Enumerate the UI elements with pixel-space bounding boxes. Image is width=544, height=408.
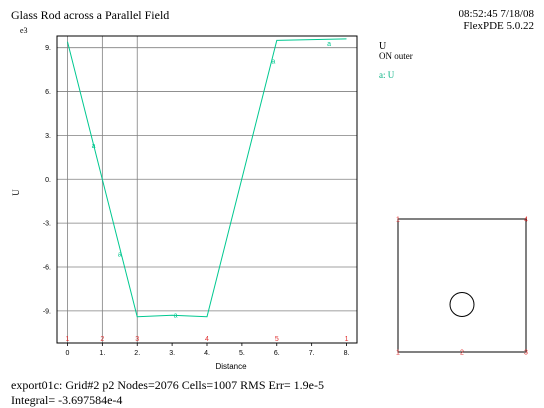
software-version: FlexPDE 5.0.22 [463, 20, 534, 32]
chart-title: Glass Rod across a Parallel Field [11, 8, 170, 22]
timestamp: 08:52:45 7/18/08 [458, 8, 534, 20]
series-marker: a [92, 143, 96, 150]
axes-layer: 9. 6. 3. 0. -3. -6. -9. 0 1. 2. 3. 4. 5. 6. 7. 8. [43, 35, 358, 357]
y-tick-label: -3. [43, 221, 51, 228]
series-marker: a [271, 58, 275, 65]
x-tick-label: 4. [204, 350, 210, 357]
series-marker: a [327, 41, 331, 48]
boundary-marker: 1 [396, 217, 400, 224]
x-axis-label: Distance [215, 362, 247, 371]
boundary-marker: 1 [396, 350, 400, 357]
y-tick-label: -6. [43, 264, 51, 271]
y-axis-label: U [11, 189, 21, 196]
segment-marker: 1 [66, 336, 70, 343]
y-tick-label: 0. [45, 177, 51, 184]
segment-marker: 4 [205, 336, 209, 343]
x-tick-label: 5. [239, 350, 245, 357]
glass-rod-circle [449, 292, 475, 317]
boundary-marker: 2 [460, 350, 464, 357]
segment-marker: 2 [100, 336, 104, 343]
labels-layer: U e3 Distance [11, 26, 247, 371]
series-marker: a [174, 313, 178, 320]
segment-marker: 1 [345, 336, 349, 343]
boundary-marker: 3 [524, 350, 528, 357]
x-tick-label: 0 [66, 350, 70, 357]
x-tick-label: 6. [274, 350, 280, 357]
x-tick-label: 2. [134, 350, 140, 357]
segment-marker: 3 [135, 336, 139, 343]
x-tick-label: 8. [344, 350, 350, 357]
series-line-u [67, 38, 347, 318]
segment-marker: 5 [275, 336, 279, 343]
boundary-marker: 4 [524, 217, 528, 224]
x-tick-label: 1. [99, 350, 105, 357]
y-tick-label: -9. [43, 308, 51, 315]
domain-plot: 1 4 1 2 3 [396, 217, 528, 357]
x-tick-label: 7. [309, 350, 315, 357]
x-tick-label: 3. [169, 350, 175, 357]
legend-path-label: ON outer [379, 51, 413, 61]
y-tick-label: 9. [45, 45, 51, 52]
y-axis-multiplier: e3 [20, 26, 28, 35]
series-marker: a [118, 251, 122, 258]
y-tick-label: 6. [45, 89, 51, 96]
y-tick-label: 3. [45, 133, 51, 140]
legend-variable: U [379, 41, 387, 52]
footer-stats: export01c: Grid#2 p2 Nodes=2076 Cells=10… [11, 378, 324, 392]
grid-layer [57, 36, 357, 343]
series-layer: a a a a a 1 2 3 4 5 1 [66, 38, 349, 343]
legend-series-label: a: U [379, 70, 395, 80]
footer-integral: Integral= -3.697584e-4 [11, 393, 123, 407]
domain-boundary [397, 218, 527, 353]
